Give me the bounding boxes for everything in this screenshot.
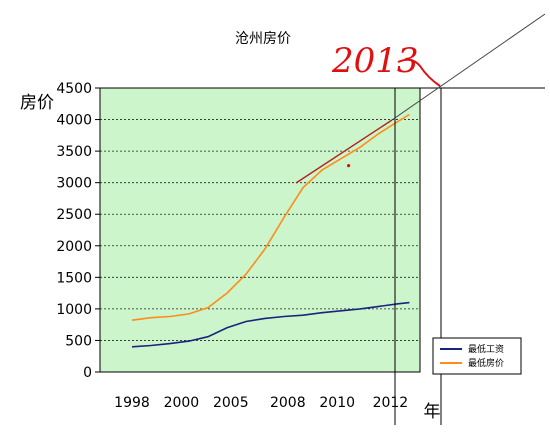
y-tick-label: 4500 — [56, 81, 92, 97]
trend-highlight — [295, 119, 393, 184]
series-line-1 — [131, 301, 410, 348]
x-tick-label: 2008 — [270, 395, 306, 411]
y-tick-label: 2500 — [56, 207, 92, 223]
y-tick-label: 3500 — [56, 144, 92, 160]
x-tick-label: 2000 — [164, 395, 200, 411]
y-tick-label: 500 — [65, 333, 92, 349]
y-tick-label: 1500 — [56, 270, 92, 286]
annotation-2013: 2013 — [331, 41, 419, 81]
annotation-arrow — [397, 58, 441, 87]
y-tick-label: 1000 — [56, 302, 92, 318]
x-tick-label: 2005 — [213, 395, 249, 411]
x-axis-label: 年 — [424, 402, 441, 422]
y-tick-label: 0 — [83, 365, 92, 381]
legend-label-2: 最低房价 — [468, 357, 504, 369]
trend-extension-line — [391, 13, 546, 121]
y-tick-label: 4000 — [56, 113, 92, 129]
chart-title: 沧州房价 — [235, 30, 291, 47]
series-line-2 — [131, 113, 410, 321]
y-tick-label: 3000 — [56, 176, 92, 192]
stray-point — [347, 164, 351, 168]
y-axis-label: 房价 — [20, 93, 54, 113]
x-tick-label: 2012 — [373, 395, 409, 411]
x-tick-label: 1998 — [114, 395, 150, 411]
plot-area — [99, 87, 421, 373]
legend-label-1: 最低工资 — [468, 343, 504, 355]
legend-box — [432, 337, 522, 375]
x-tick-label: 2010 — [319, 395, 355, 411]
y-tick-label: 2000 — [56, 239, 92, 255]
